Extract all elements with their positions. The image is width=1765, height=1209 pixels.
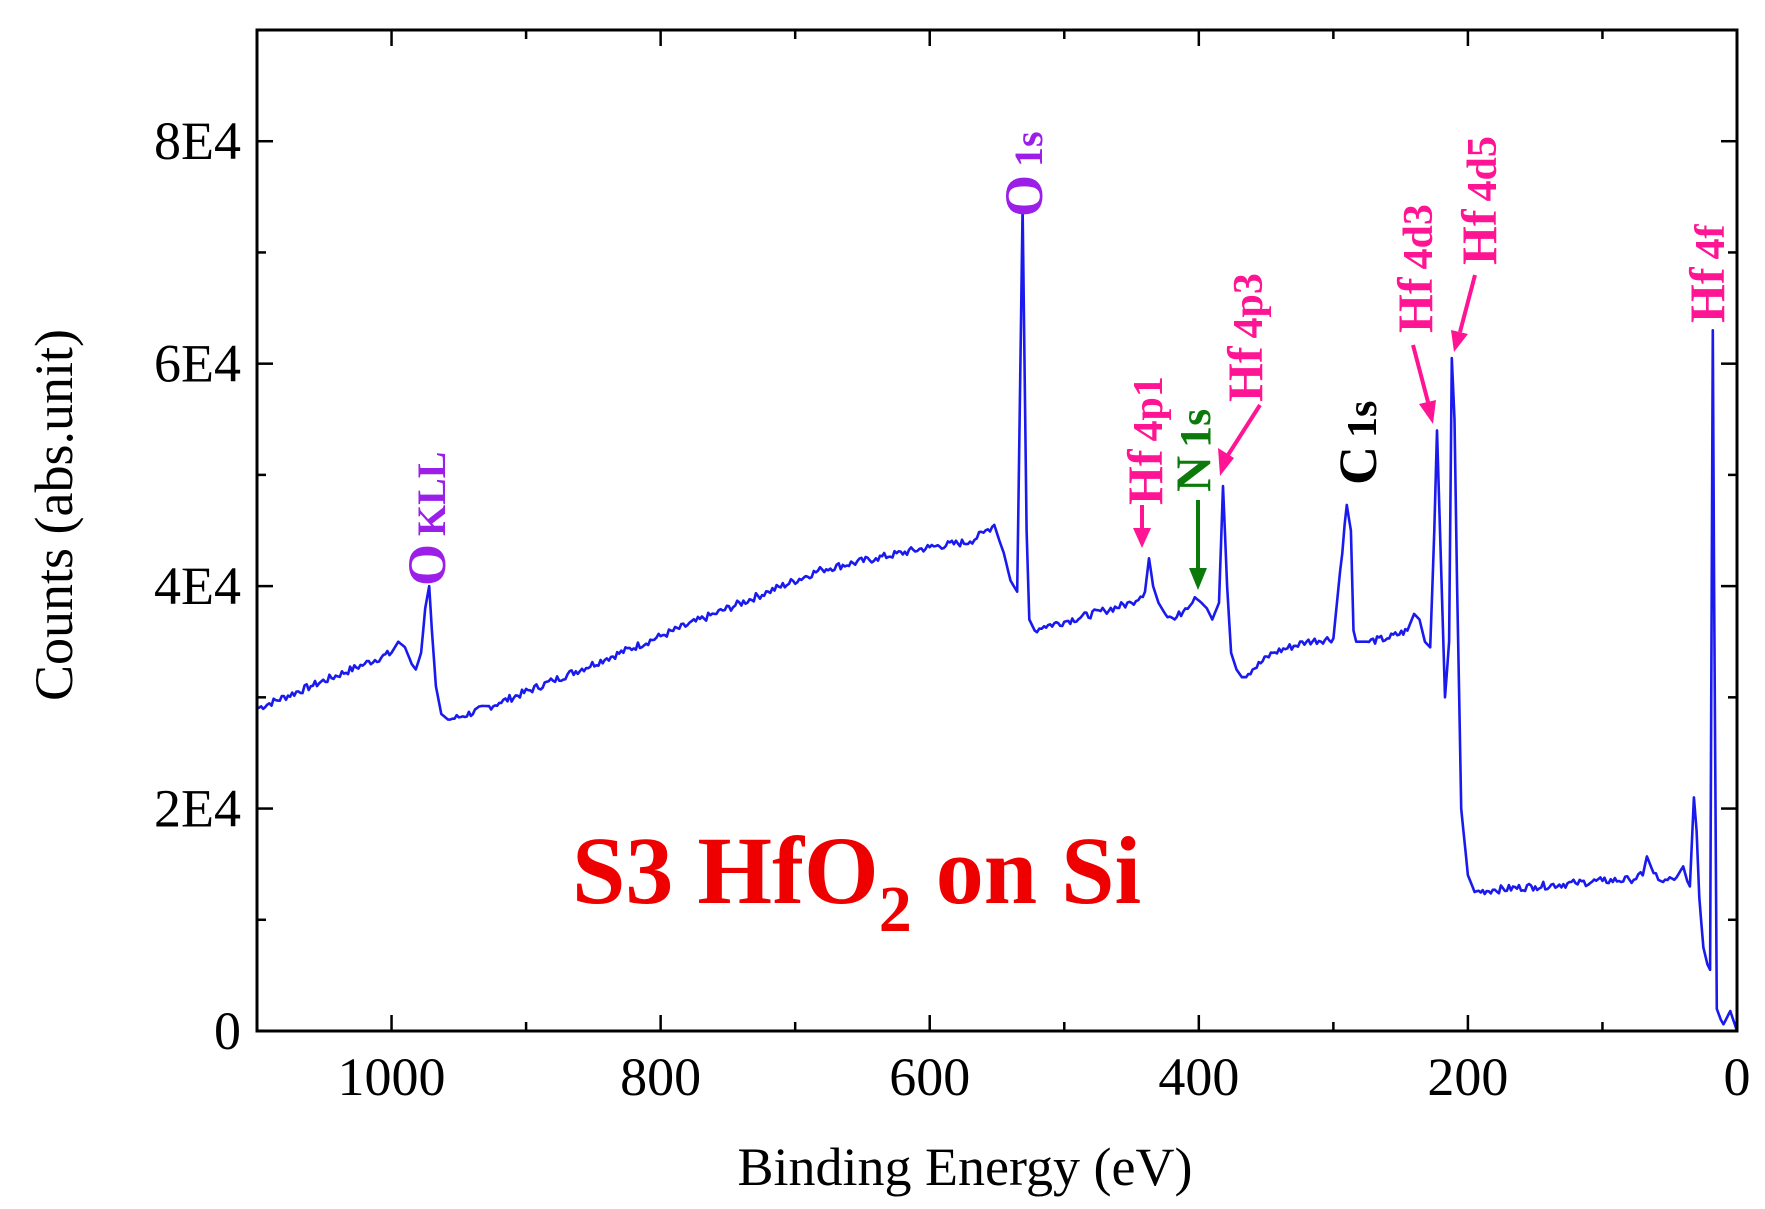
peak-label-n-1s: N1s [1165,409,1221,492]
x-tick-label: 200 [1427,1047,1508,1107]
spectrum-line [256,206,1739,1032]
x-tick-label: 0 [1724,1047,1751,1107]
y-tick-label: 4E4 [154,556,241,616]
peak-label-hf-4f: Hf4f [1679,223,1735,323]
arrow-n-1s [1189,500,1207,590]
peak-label-o-1s: O1s [994,131,1054,217]
arrow-hf-4d5 [1451,274,1477,352]
sample-label: S3 HfO2 on Si [572,817,1141,946]
peak-label-hf-4p3: Hf4p3 [1217,273,1273,402]
x-tick-labels: 1000 800 600 400 200 0 [338,1047,1751,1107]
y-tick-label: 2E4 [154,779,241,839]
y-axis-title: Counts (abs.unit) [24,329,84,701]
x-tick-label: 800 [620,1047,701,1107]
x-tick-label: 600 [889,1047,970,1107]
arrow-hf-4p1 [1133,505,1151,548]
y-tick-label: 8E4 [154,111,241,171]
y-tick-label: 0 [214,1001,241,1061]
x-axis-title: Binding Energy (eV) [738,1137,1193,1197]
plot-frame [255,28,1739,1033]
peak-label-hf-4p1: Hf4p1 [1117,376,1173,505]
x-tick-label: 1000 [338,1047,446,1107]
peak-label-c-1s: C1s [1328,401,1388,485]
peak-label-hf-4d5: Hf4d5 [1451,136,1507,265]
peak-label-hf-4d3: Hf4d3 [1387,204,1443,333]
y-tick-label: 6E4 [154,334,241,394]
arrow-hf-4d3 [1411,344,1436,424]
arrow-hf-4p3 [1218,403,1262,476]
peak-label-o-kll: OKLL [397,452,457,587]
x-tick-label: 400 [1158,1047,1239,1107]
y-tick-labels: 0 2E4 4E4 6E4 8E4 [154,111,241,1061]
